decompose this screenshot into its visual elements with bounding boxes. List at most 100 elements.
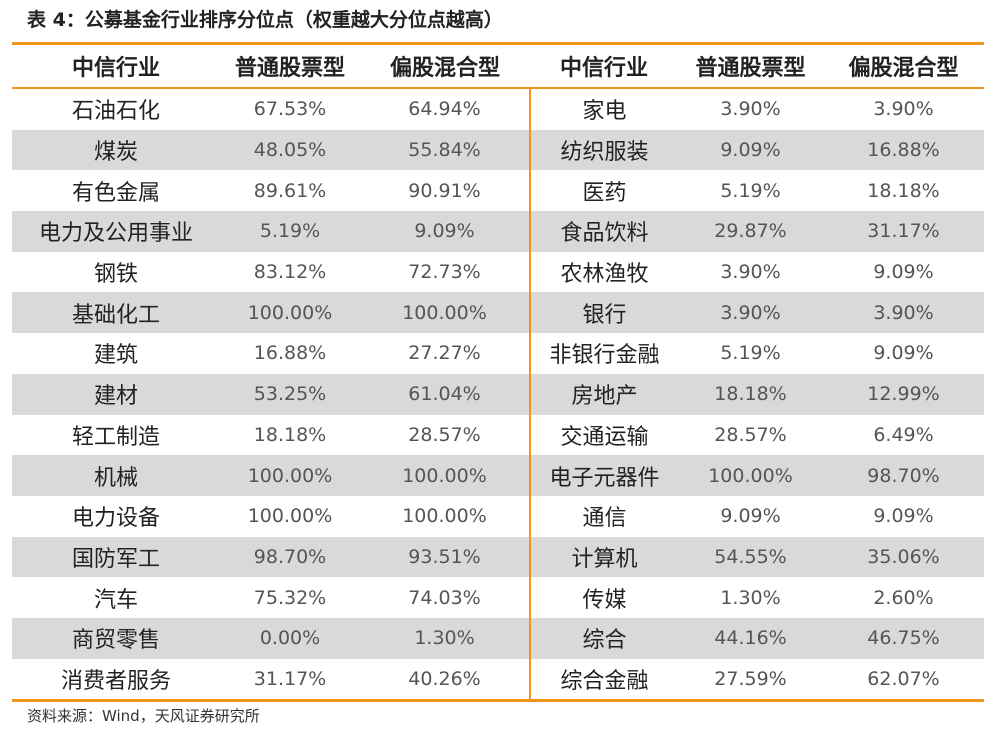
cell-stock-right: 100.00%	[678, 455, 823, 496]
cell-industry-right: 计算机	[529, 536, 678, 578]
table-row: 煤炭 48.05% 55.84% 纺织服装 9.09% 16.88%	[12, 129, 984, 171]
cell-stock-right: 44.16%	[678, 617, 823, 659]
cell-hybrid-right: 9.09%	[873, 505, 934, 528]
cell-stock-right: 9.09%	[678, 129, 823, 171]
cell-stock-left: 0.00%	[220, 617, 360, 659]
cell-hybrid-left: 1.30%	[360, 617, 530, 659]
cell-stock-left: 89.61%	[253, 179, 327, 202]
cell-industry-right: 通信	[529, 495, 678, 537]
cell-stock-right: 3.90%	[720, 261, 781, 284]
cell-hybrid-right: 3.90%	[873, 98, 934, 121]
cell-stock-right: 27.59%	[714, 667, 787, 690]
cell-hybrid-left: 74.03%	[408, 586, 481, 609]
cell-stock-left: 67.53%	[253, 98, 327, 121]
cell-industry-right: 纺织服装	[529, 129, 678, 171]
table-body: 石油石化 67.53% 64.94% 家电 3.90% 3.90% 煤炭 48.05% 55.8…	[12, 88, 984, 700]
cell-industry-left: 消费者服务	[60, 668, 171, 694]
cell-industry-right: 电子元器件	[529, 455, 678, 496]
percentile-table-grid: 中信行业 普通股票型 偏股混合型 中信行业 普通股票型 偏股混合型 石油石化 67…	[12, 45, 984, 700]
cell-stock-left: 48.05%	[220, 129, 360, 171]
header-stock-right: 普通股票型	[678, 45, 823, 89]
cell-industry-left: 石油石化	[71, 99, 160, 125]
cell-stock-left: 100.00%	[220, 292, 360, 334]
table-row: 石油石化 67.53% 64.94% 家电 3.90% 3.90%	[12, 88, 984, 130]
table-row: 轻工制造 18.18% 28.57% 交通运输 28.57% 6.49%	[12, 414, 984, 456]
table-row: 钢铁 83.12% 72.73% 农林渔牧 3.90% 9.09%	[12, 251, 984, 293]
header-industry-left: 中信行业	[12, 45, 220, 89]
cell-industry-left: 轻工制造	[71, 424, 160, 450]
cell-industry-left: 基础化工	[12, 292, 220, 334]
cell-industry-left: 建材	[12, 373, 220, 415]
cell-hybrid-right: 12.99%	[823, 373, 984, 415]
cell-stock-right: 54.55%	[678, 536, 823, 578]
cell-stock-left: 16.88%	[253, 342, 327, 365]
cell-industry-right: 医药	[529, 170, 678, 212]
cell-hybrid-right: 18.18%	[867, 179, 940, 202]
cell-industry-right: 综合金融	[529, 658, 678, 700]
cell-industry-left: 电力设备	[71, 506, 160, 532]
cell-hybrid-right: 2.60%	[873, 586, 934, 609]
cell-hybrid-right: 62.07%	[867, 667, 940, 690]
table-row: 电力及公用事业 5.19% 9.09% 食品饮料 29.87% 31.17%	[12, 211, 984, 252]
cell-industry-right: 房地产	[529, 373, 678, 415]
header-industry-right: 中信行业	[530, 45, 678, 89]
cell-hybrid-left: 93.51%	[360, 536, 530, 578]
cell-hybrid-right: 98.70%	[823, 455, 984, 496]
cell-hybrid-right: 9.09%	[873, 261, 934, 284]
cell-hybrid-right: 35.06%	[823, 536, 984, 578]
cell-hybrid-right: 46.75%	[823, 617, 984, 659]
cell-industry-left: 商贸零售	[12, 617, 220, 659]
cell-stock-left: 18.18%	[253, 423, 327, 446]
cell-hybrid-left: 100.00%	[360, 292, 530, 334]
table-row: 基础化工 100.00% 100.00% 银行 3.90% 3.90%	[12, 292, 984, 334]
cell-stock-right: 3.90%	[720, 98, 781, 121]
cell-industry-left: 国防军工	[12, 536, 220, 578]
cell-industry-right: 银行	[529, 292, 678, 334]
cell-stock-right: 9.09%	[720, 505, 781, 528]
cell-hybrid-left: 9.09%	[360, 211, 530, 252]
cell-industry-right: 传媒	[529, 577, 678, 618]
header-stock-left: 普通股票型	[220, 45, 360, 89]
cell-industry-left: 机械	[12, 455, 220, 496]
cell-industry-left: 电力及公用事业	[12, 211, 220, 252]
cell-stock-left: 5.19%	[220, 211, 360, 252]
cell-stock-right: 28.57%	[714, 423, 787, 446]
cell-stock-right: 18.18%	[678, 373, 823, 415]
cell-stock-left: 100.00%	[247, 505, 333, 528]
header-hybrid-right: 偏股混合型	[823, 45, 984, 89]
cell-stock-left: 83.12%	[253, 261, 327, 284]
cell-hybrid-left: 61.04%	[360, 373, 530, 415]
cell-hybrid-right: 6.49%	[873, 423, 934, 446]
cell-stock-left: 75.32%	[253, 586, 327, 609]
header-hybrid-left: 偏股混合型	[360, 45, 530, 89]
cell-hybrid-right: 9.09%	[873, 342, 934, 365]
table-row: 建筑 16.88% 27.27% 非银行金融 5.19% 9.09%	[12, 333, 984, 374]
cell-hybrid-left: 27.27%	[408, 342, 481, 365]
table-row: 商贸零售 0.00% 1.30% 综合 44.16% 46.75%	[12, 617, 984, 659]
table-row: 国防军工 98.70% 93.51% 计算机 54.55% 35.06%	[12, 536, 984, 578]
cell-stock-right: 29.87%	[678, 211, 823, 252]
percentile-table: 中信行业 普通股票型 偏股混合型 中信行业 普通股票型 偏股混合型 石油石化 67…	[12, 42, 984, 703]
cell-stock-right: 5.19%	[720, 342, 781, 365]
cell-stock-left: 100.00%	[220, 455, 360, 496]
cell-hybrid-left: 28.57%	[408, 423, 481, 446]
cell-industry-left: 煤炭	[12, 129, 220, 171]
cell-hybrid-left: 100.00%	[402, 505, 487, 528]
cell-hybrid-right: 31.17%	[823, 211, 984, 252]
cell-industry-right: 家电	[529, 88, 678, 130]
cell-industry-left: 建筑	[93, 343, 138, 369]
table-row: 汽车 75.32% 74.03% 传媒 1.30% 2.60%	[12, 577, 984, 618]
table-row: 电力设备 100.00% 100.00% 通信 9.09% 9.09%	[12, 495, 984, 537]
table-row: 建材 53.25% 61.04% 房地产 18.18% 12.99%	[12, 373, 984, 415]
cell-hybrid-right: 16.88%	[823, 129, 984, 171]
cell-hybrid-left: 64.94%	[408, 98, 481, 121]
header-row: 中信行业 普通股票型 偏股混合型 中信行业 普通股票型 偏股混合型	[12, 45, 984, 89]
cell-industry-left: 钢铁	[93, 262, 138, 288]
cell-industry-right: 交通运输	[529, 414, 678, 456]
cell-stock-right: 3.90%	[678, 292, 823, 334]
cell-industry-right: 非银行金融	[529, 333, 678, 374]
cell-hybrid-left: 90.91%	[408, 179, 481, 202]
cell-stock-left: 98.70%	[220, 536, 360, 578]
cell-stock-left: 53.25%	[220, 373, 360, 415]
cell-stock-right: 5.19%	[720, 179, 781, 202]
